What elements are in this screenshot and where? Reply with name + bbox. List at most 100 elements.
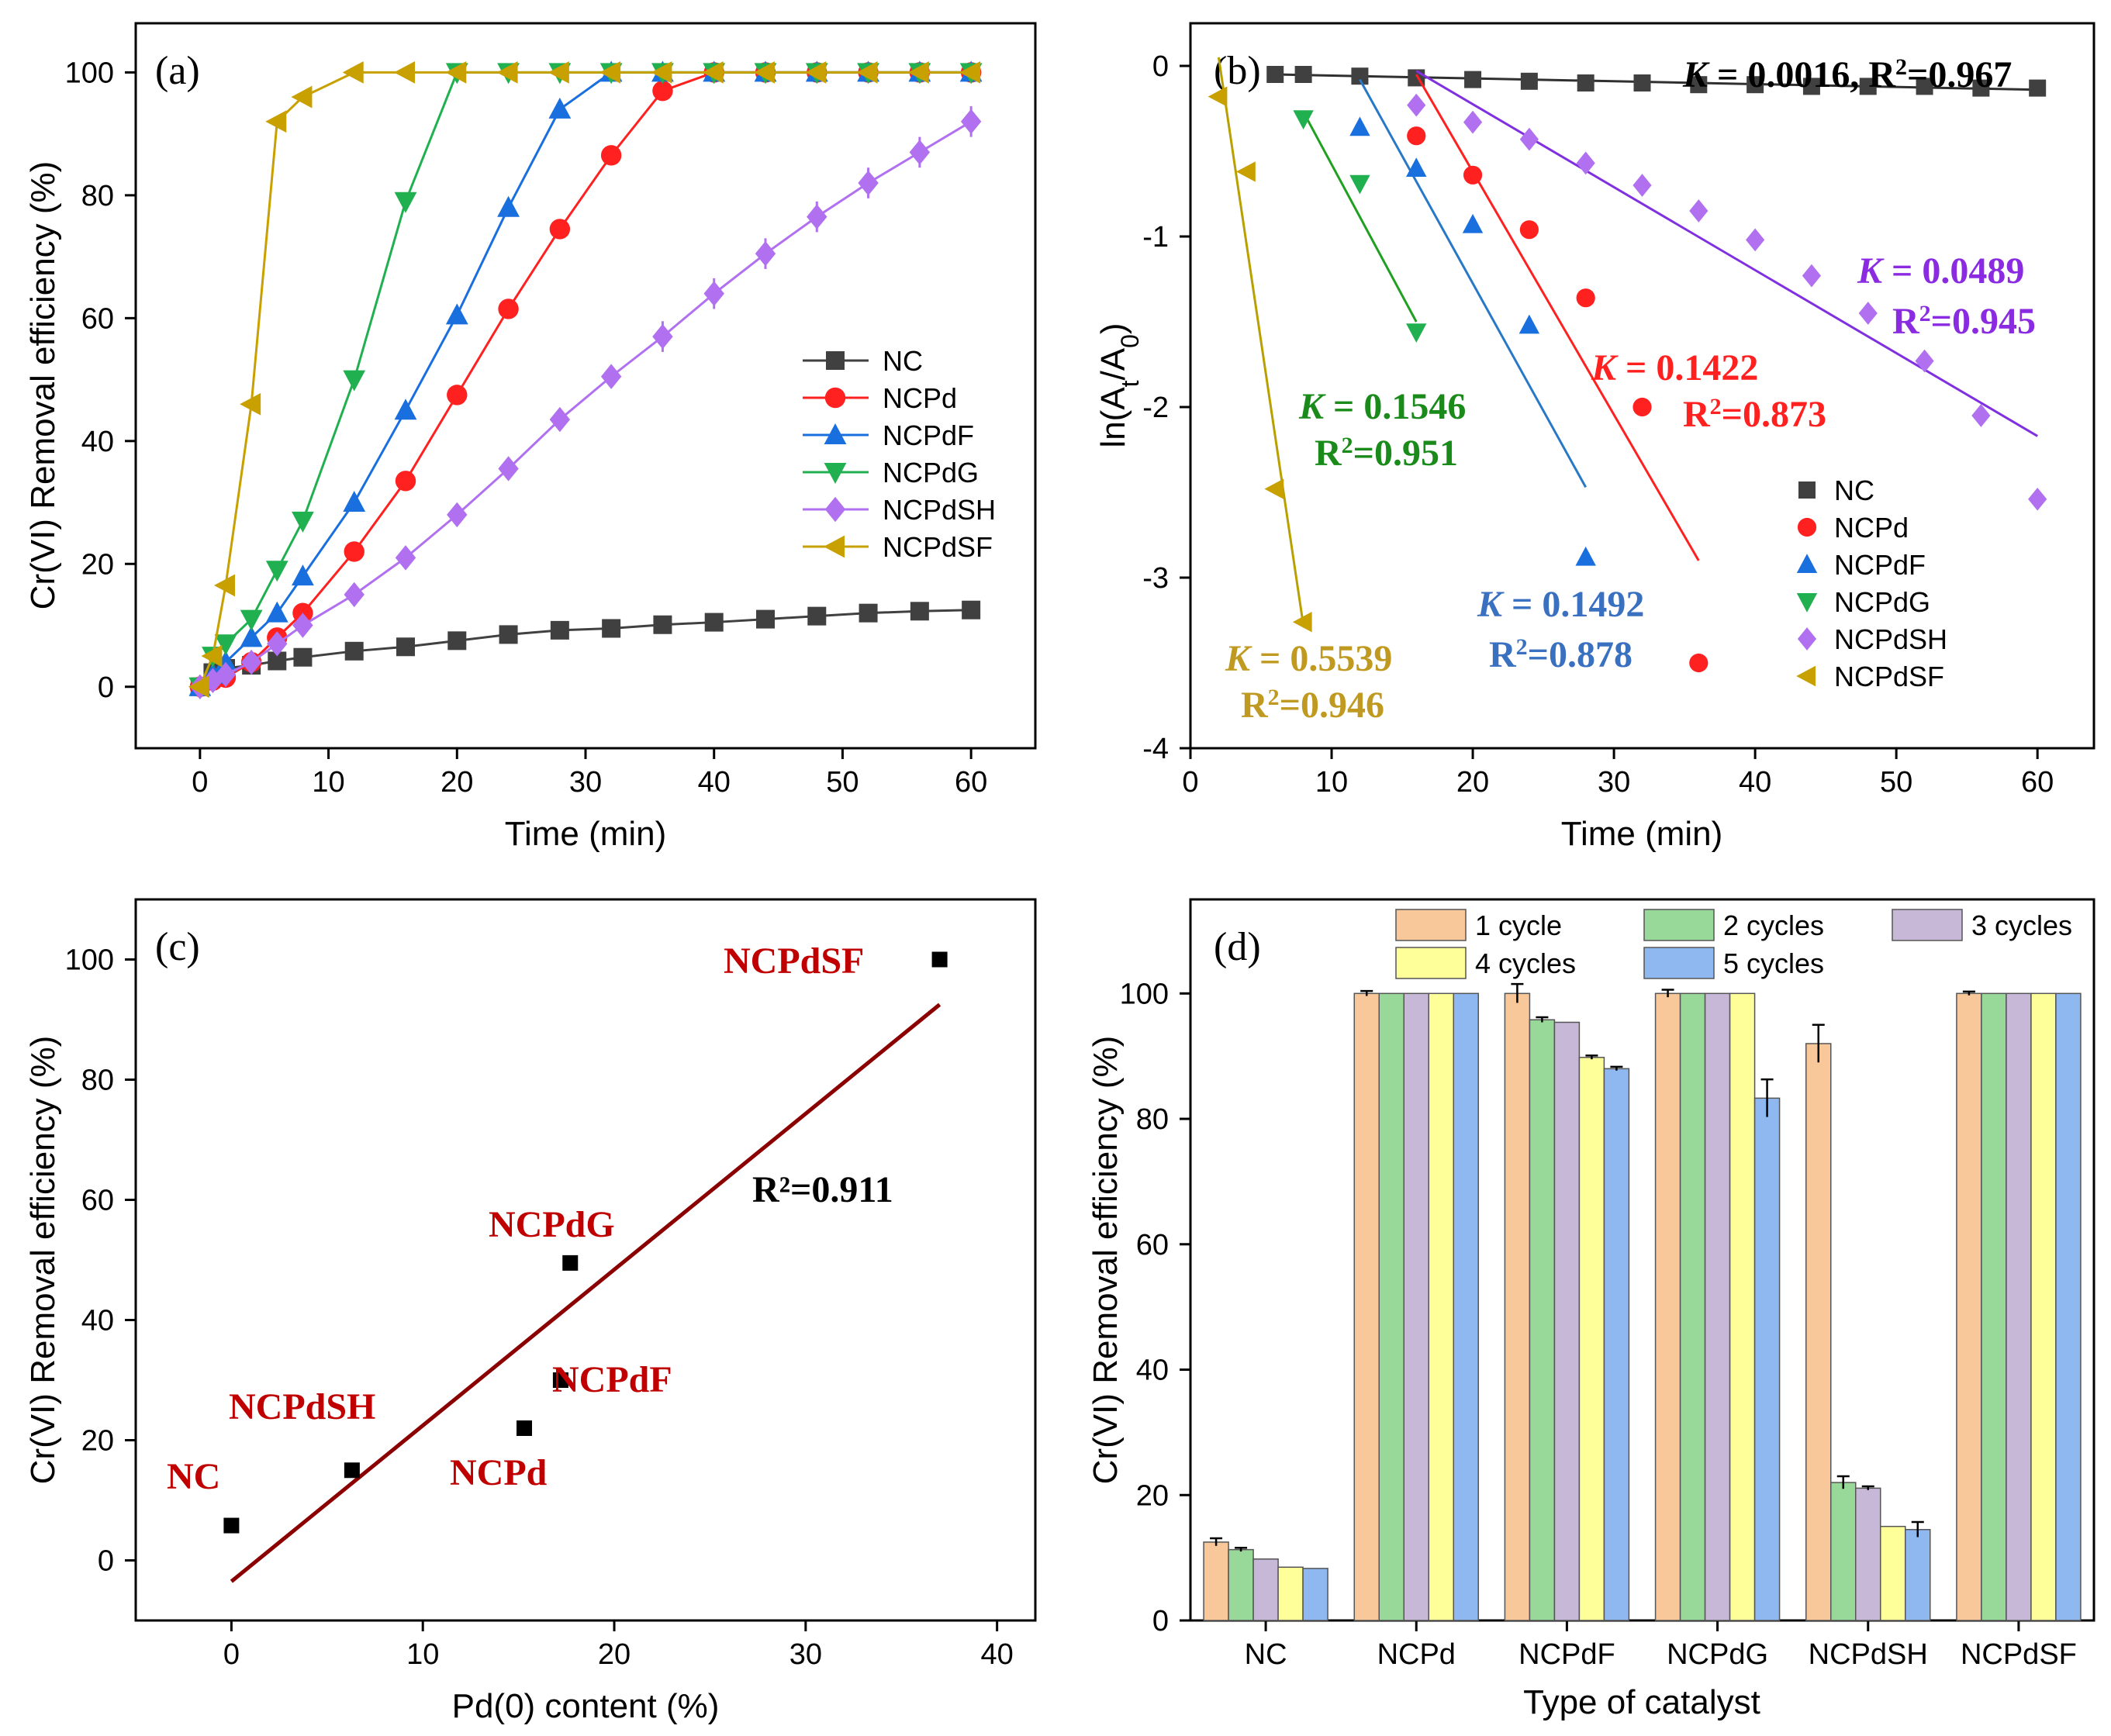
c-point-label: NCPd xyxy=(450,1452,548,1493)
panel-a-label: (a) xyxy=(155,49,200,93)
b-xtick-label: 20 xyxy=(1456,766,1489,799)
c-xtick-label: 20 xyxy=(598,1638,631,1671)
b-point-nc xyxy=(1972,79,1990,97)
d-legend-label: 2 cycles xyxy=(1723,909,1824,941)
b-legend-marker xyxy=(1796,593,1818,613)
b-legend-marker xyxy=(1797,627,1817,651)
d-legend-label: 4 cycles xyxy=(1475,947,1576,979)
a-ytick-label: 20 xyxy=(81,548,114,581)
d-bar xyxy=(1353,992,1380,1621)
b-point-ncpdsh xyxy=(1576,151,1595,175)
a-point-ncpdsh xyxy=(960,109,982,134)
a-point-ncpdsh xyxy=(600,364,622,389)
a-point-ncpdf xyxy=(214,651,237,672)
a-legend-marker xyxy=(824,463,847,484)
d-bar xyxy=(1956,992,1982,1621)
b-point-nc xyxy=(1294,66,1312,83)
b-ytick-label: -3 xyxy=(1142,562,1169,595)
panel-b-chart: (b) 0 10 20 30 40 50 600-1-2-3-4 NCNCPdNCPdFNC… xyxy=(1094,22,2095,853)
b-point-ncpdsh xyxy=(1463,110,1483,134)
a-point-ncpdsh xyxy=(292,613,313,638)
c-ytick-label: 80 xyxy=(81,1065,114,1097)
b-point-ncpdsh xyxy=(2028,487,2047,511)
b-point-ncpdg xyxy=(1293,110,1314,129)
c-ytick-label: 20 xyxy=(81,1425,114,1458)
a-xtick-label: 50 xyxy=(826,766,859,799)
b-legend-label: NCPdF xyxy=(1834,549,1926,581)
a-point-nc xyxy=(859,603,878,623)
d-bar xyxy=(1252,1558,1279,1621)
b-annotation-r2: R2=0.945 xyxy=(1892,301,2036,343)
c-ytick-label: 0 xyxy=(98,1545,114,1578)
d-bar xyxy=(1228,1548,1254,1621)
b-point-nc xyxy=(2029,79,2047,97)
a-point-ncpdsf xyxy=(651,60,672,84)
a-xtick-label: 30 xyxy=(569,766,602,799)
panel-d-xlabel: Type of catalyst xyxy=(1523,1683,1760,1721)
a-point-nc xyxy=(447,631,467,651)
panel-a-xlabel: Time (min) xyxy=(505,815,667,853)
panel-d-label: (d) xyxy=(1214,925,1261,969)
a-point-nc xyxy=(807,606,827,626)
d-bar xyxy=(1704,992,1731,1621)
d-bar xyxy=(1830,1482,1857,1621)
panel-a-chart: (a) 0 10 20 30 40 50 60 0 20 40 60 80 100 NC NCPd NCPd… xyxy=(24,22,1037,853)
d-ytick-label: 60 xyxy=(1136,1229,1169,1261)
b-point-nc xyxy=(1802,78,1820,95)
d-bar xyxy=(1729,992,1756,1621)
d-bar xyxy=(1654,992,1681,1621)
a-point-ncpd xyxy=(344,541,365,562)
a-point-ncpdg xyxy=(343,370,366,392)
a-xtick-label: 60 xyxy=(955,766,987,799)
b-legend-label: NCPd xyxy=(1834,512,1909,544)
a-ytick-label: 0 xyxy=(98,671,114,704)
d-bar xyxy=(2055,992,2082,1621)
a-point-ncpdg xyxy=(394,192,417,213)
a-point-ncpd xyxy=(447,385,468,406)
c-xtick-label: 30 xyxy=(789,1638,822,1671)
b-point-nc xyxy=(1746,76,1764,94)
a-point-nc xyxy=(344,641,364,661)
c-point-label: NCPdSH xyxy=(229,1386,375,1427)
b-annotation-k: K = 0.5539 xyxy=(1225,638,1392,679)
a-point-ncpdsh xyxy=(549,406,571,433)
a-point-ncpdsh xyxy=(240,649,262,675)
b-fit-ncpdsf xyxy=(1217,57,1305,626)
a-point-nc xyxy=(396,637,415,657)
d-legend-swatch xyxy=(1395,909,1467,941)
c-xtick-label: 0 xyxy=(223,1638,240,1671)
a-legend-marker xyxy=(824,387,846,409)
a-legend-label: NCPdSF xyxy=(883,531,993,563)
panel-c-frame xyxy=(134,898,1037,1622)
a-point-ncpdsf xyxy=(188,675,209,699)
a-point-ncpdsf xyxy=(548,60,569,84)
a-legend-marker xyxy=(824,423,847,444)
a-legend-label: NCPdF xyxy=(883,419,974,451)
b-legend-marker xyxy=(1796,554,1818,573)
b-annotation-k: K = 0.1546 xyxy=(1298,386,1466,427)
b-point-nc xyxy=(1690,76,1708,94)
d-bar xyxy=(1578,1057,1605,1621)
d-bar xyxy=(1302,1568,1328,1621)
a-point-ncpdsh xyxy=(447,502,468,528)
a-point-ncpdsh xyxy=(498,456,519,481)
a-point-ncpdf xyxy=(548,97,572,119)
b-point-ncpdsh xyxy=(1689,199,1708,223)
panel-c-label: (c) xyxy=(155,925,200,969)
a-point-ncpdsh xyxy=(395,545,416,571)
d-category-label: NCPdF xyxy=(1518,1638,1615,1671)
b-point-nc xyxy=(1577,74,1594,91)
a-point-ncpdsh xyxy=(858,170,879,196)
a-point-ncpdsf xyxy=(214,574,235,597)
panel-c-xlabel: Pd(0) content (%) xyxy=(452,1687,720,1725)
b-point-nc xyxy=(1351,67,1369,85)
a-legend-marker xyxy=(824,535,845,558)
b-point-ncpdsf xyxy=(1208,86,1228,107)
d-ytick-label: 80 xyxy=(1136,1103,1169,1136)
a-point-ncpdsf xyxy=(702,60,724,84)
a-point-nc xyxy=(550,620,569,640)
d-bar xyxy=(1603,1068,1630,1621)
b-annotation-r2: R2=0.873 xyxy=(1683,394,1826,436)
panel-c-ylabel: Cr(VI) Removal efficiency (%) xyxy=(24,1036,62,1485)
